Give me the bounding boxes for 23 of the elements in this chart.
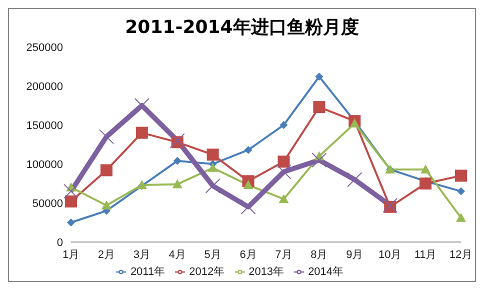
- legend-label: 2012年: [189, 266, 225, 278]
- x-tick-label: 1月: [62, 248, 80, 261]
- y-tick-label: 100000: [26, 158, 63, 171]
- y-tick-label: 0: [56, 236, 63, 249]
- chart-title: 2011-2014年进口鱼粉月度: [124, 16, 360, 39]
- x-tick-label: 4月: [168, 248, 186, 261]
- legend-label: 2013年: [248, 266, 284, 278]
- legend-label: 2011年: [130, 266, 166, 278]
- x-tick-label: 12月: [449, 248, 473, 261]
- x-tick-label: 6月: [240, 248, 257, 261]
- y-tick-label: 250000: [26, 42, 63, 54]
- x-tick-label: 10月: [378, 248, 402, 261]
- y-tick-label: 50000: [32, 198, 63, 210]
- x-tick-label: 5月: [204, 248, 222, 261]
- y-tick-label: 200000: [26, 80, 63, 93]
- x-tick-label: 7月: [275, 248, 292, 261]
- x-tick-label: 2月: [98, 248, 116, 261]
- x-tick-label: 11月: [414, 248, 437, 261]
- x-tick-label: 9月: [346, 248, 364, 261]
- x-tick-label: 3月: [133, 248, 150, 261]
- x-tick-label: 8月: [310, 248, 328, 261]
- legend-label: 2014年: [308, 266, 344, 278]
- y-tick-label: 150000: [26, 120, 63, 132]
